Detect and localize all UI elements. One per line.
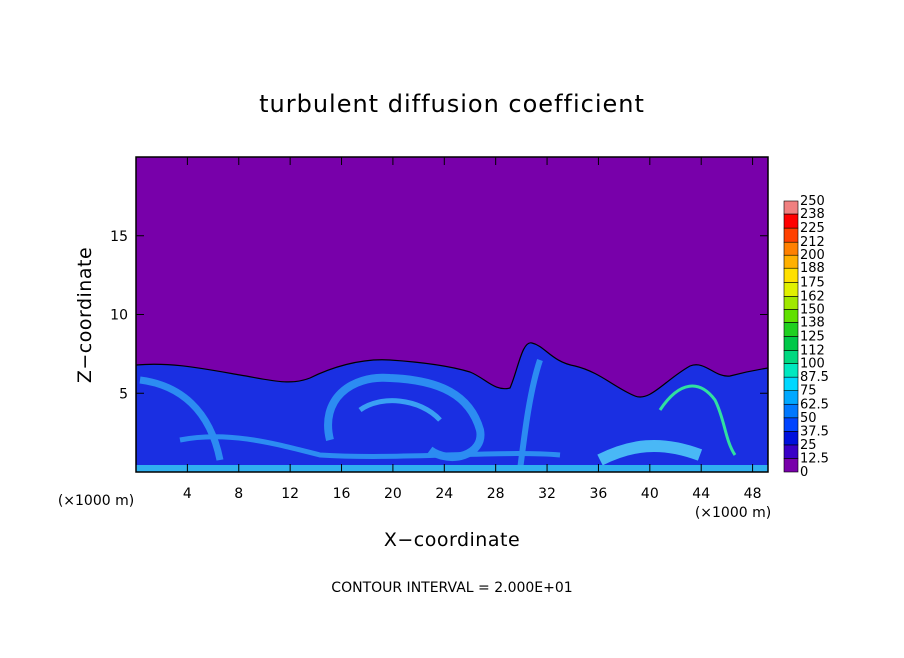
colorbar-label: 125 xyxy=(800,330,825,345)
colorbar-label: 37.5 xyxy=(800,424,829,439)
colorbar-label: 100 xyxy=(800,357,825,372)
field-swirl xyxy=(139,376,224,461)
footnote: CONTOUR INTERVAL = 2.000E+01 xyxy=(331,580,572,596)
field-swirl xyxy=(517,359,543,471)
field-swirl xyxy=(597,440,703,466)
colorbar-band xyxy=(783,281,799,297)
x-tick-label: 28 xyxy=(487,486,505,502)
colorbar-band xyxy=(783,444,799,459)
colorbar-label: 212 xyxy=(800,235,825,250)
x-tick-label: 44 xyxy=(692,486,710,502)
colorbar-band xyxy=(783,350,799,364)
colorbar-band xyxy=(783,200,799,215)
colorbar-label: 75 xyxy=(800,384,817,399)
colorbar-label: 175 xyxy=(800,275,825,290)
colorbar-label: 188 xyxy=(800,261,825,276)
colorbar-label: 25 xyxy=(800,438,817,453)
y-tick-label: 15 xyxy=(110,229,128,245)
colorbar-band xyxy=(783,390,799,405)
colorbar-label: 0 xyxy=(800,465,808,480)
plot-area xyxy=(135,156,769,473)
x-tick-label: 36 xyxy=(590,486,608,502)
colorbar-label: 238 xyxy=(800,207,825,222)
chart-title: turbulent diffusion coefficient xyxy=(259,90,645,118)
turbulent-field xyxy=(136,342,768,472)
colorbar-band xyxy=(783,376,799,391)
y-tick-label: 5 xyxy=(119,386,128,402)
x-tick-label: 40 xyxy=(641,486,659,502)
y-axis-label: Z−coordinate xyxy=(74,247,96,383)
x-tick-label: 24 xyxy=(435,486,453,502)
x-tick-label: 4 xyxy=(183,486,192,502)
colorbar-band xyxy=(783,403,799,419)
colorbar-label: 50 xyxy=(800,411,817,426)
colorbar-band xyxy=(783,296,799,310)
colorbar-label: 112 xyxy=(800,344,825,359)
colorbar-label: 87.5 xyxy=(800,370,829,385)
x-unit-label: (×1000 m) xyxy=(695,505,771,521)
colorbar-label: 12.5 xyxy=(800,451,829,466)
colorbar-band xyxy=(783,458,799,473)
colorbar-label: 162 xyxy=(800,289,825,304)
x-tick-label: 8 xyxy=(234,486,243,502)
colorbar-label: 62.5 xyxy=(800,397,829,412)
field-region xyxy=(136,342,768,472)
colorbar-band xyxy=(783,336,799,351)
field-swirl xyxy=(358,398,442,422)
colorbar-band xyxy=(783,213,799,229)
colorbar-band xyxy=(783,322,799,337)
colorbar-band xyxy=(783,309,799,323)
x-axis-label: X−coordinate xyxy=(384,529,520,551)
field-swirl xyxy=(179,434,561,459)
colorbar-band xyxy=(783,227,799,243)
x-tick-label: 20 xyxy=(384,486,402,502)
colorbar-band xyxy=(783,431,799,446)
x-unit-label: (×1000 m) xyxy=(58,493,134,509)
colorbar-label: 138 xyxy=(800,315,825,330)
colorbar-label: 200 xyxy=(800,248,825,263)
colorbar-label: 250 xyxy=(800,194,825,209)
x-tick-label: 12 xyxy=(281,486,299,502)
colorbar-label: 150 xyxy=(800,302,825,317)
y-tick-label: 10 xyxy=(110,308,128,324)
x-tick-label: 48 xyxy=(744,486,762,502)
field-swirl xyxy=(658,384,737,456)
x-tick-label: 16 xyxy=(333,486,351,502)
colorbar-band xyxy=(783,267,799,283)
colorbar-label: 225 xyxy=(800,221,825,236)
colorbar-band xyxy=(783,254,799,269)
field-surface xyxy=(136,465,768,472)
colorbar-band xyxy=(783,417,799,432)
x-tick-label: 32 xyxy=(538,486,556,502)
colorbar-band xyxy=(783,241,799,256)
colorbar-band xyxy=(783,363,799,378)
